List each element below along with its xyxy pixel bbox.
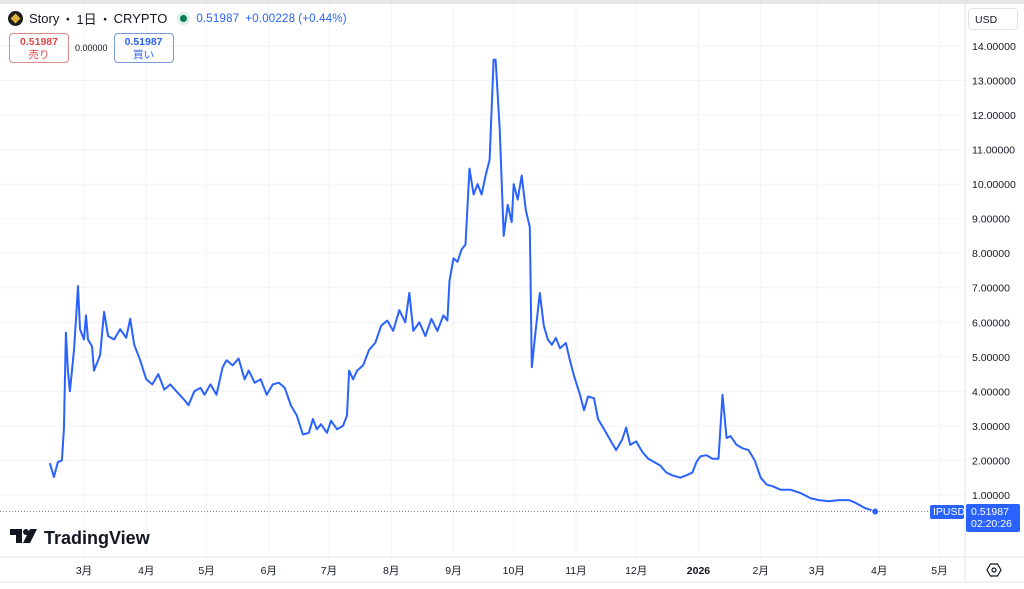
tradingview-logo-icon xyxy=(10,528,37,543)
story-logo-icon xyxy=(8,11,23,26)
time-tick-label: 5月 xyxy=(931,565,947,577)
price-tick-label: 3.00000 xyxy=(972,421,1010,433)
price-tick-label: 6.00000 xyxy=(972,317,1010,329)
exchange: CRYPTO xyxy=(113,11,168,26)
separator: ・ xyxy=(98,12,112,27)
interval: 1日 xyxy=(76,12,97,27)
sell-price: 0.51987 xyxy=(20,36,58,48)
buy-label: 買い xyxy=(133,49,155,61)
buy-button[interactable]: 0.51987 買い xyxy=(113,33,174,63)
grid xyxy=(0,4,965,557)
currency-selector[interactable]: USD xyxy=(968,8,1018,30)
price-tick-label: 1.00000 xyxy=(972,490,1010,502)
price-tick-label: 7.00000 xyxy=(972,283,1010,295)
time-tick-label: 5月 xyxy=(198,565,214,577)
time-tick-label: 8月 xyxy=(383,565,399,577)
time-tick-label: 4月 xyxy=(138,565,154,577)
price-tick-label: 9.00000 xyxy=(972,214,1010,226)
price-tick-label: 4.00000 xyxy=(972,386,1010,398)
price-tick-label: 11.00000 xyxy=(972,145,1015,157)
price-change: +0.00228 xyxy=(245,12,296,25)
price-tick-label: 13.00000 xyxy=(972,75,1016,87)
price-tick-label: 12.00000 xyxy=(972,110,1016,122)
market-status-icon[interactable] xyxy=(177,12,191,25)
price-tick-label: 2.00000 xyxy=(972,455,1010,467)
sell-label: 売り xyxy=(28,49,50,61)
separator: ・ xyxy=(61,12,75,27)
price-tag-value: 0.51987 xyxy=(971,506,1009,518)
last-price-dot xyxy=(871,507,880,516)
symbol-name: Story xyxy=(29,11,60,26)
time-tick-label: 12月 xyxy=(625,565,647,577)
time-tick-label: 3月 xyxy=(809,565,825,577)
bar-countdown: 02:20:26 xyxy=(971,518,1012,530)
buy-price: 0.51987 xyxy=(124,36,163,48)
price-tag: 0.51987 02:20:26 xyxy=(966,504,1020,532)
last-price: 0.51987 xyxy=(196,12,240,25)
time-tick-label: 10月 xyxy=(503,565,525,577)
price-tick-label: 10.00000 xyxy=(972,179,1016,191)
price-axis: 1.00000 2.00000 3.00000 4.00000 5.00000 6.000… xyxy=(972,41,1016,502)
trade-panel: 0.51987 売り 0.00000 0.51987 買い xyxy=(9,33,174,63)
top-border xyxy=(0,0,1024,4)
sell-button[interactable]: 0.51987 売り xyxy=(9,33,69,63)
price-line xyxy=(48,58,876,513)
time-tick-label: 2月 xyxy=(753,565,769,577)
time-tick-label: 4月 xyxy=(871,565,887,577)
price-tick-label: 8.00000 xyxy=(972,248,1010,260)
price-tick-label: 5.00000 xyxy=(972,352,1010,364)
spread: 0.00000 xyxy=(75,43,108,53)
tradingview-logo[interactable]: TradingView xyxy=(10,528,150,549)
time-tick-label: 7月 xyxy=(321,565,337,577)
price-tick-label: 14.00000 xyxy=(972,41,1016,53)
time-axis: 3月 4月 5月 6月 7月 8月 9月 10月 11月 12月 2026 2月 3月 4月 5月 xyxy=(76,565,948,577)
time-tick-label: 9月 xyxy=(445,565,461,577)
price-change-percent: (+0.44%) xyxy=(298,12,347,25)
time-tick-label: 3月 xyxy=(76,565,92,577)
time-tick-label: 2026 xyxy=(687,565,711,577)
symbol-tag: IPUSD xyxy=(930,505,965,519)
time-tick-label: 11月 xyxy=(565,565,586,577)
brand-name: TradingView xyxy=(44,528,150,548)
time-tick-label: 6月 xyxy=(261,565,277,577)
settings-icon[interactable] xyxy=(986,562,1002,578)
symbol-legend[interactable]: Story ・ 1日・ CRYPTO 0.51987 +0.00228 (+0.44%… xyxy=(8,9,347,28)
